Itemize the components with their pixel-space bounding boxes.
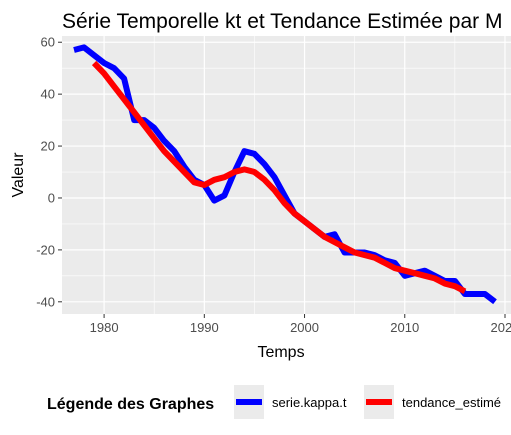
legend-label: tendance_estimé — [402, 395, 501, 410]
x-tick-label: 1980 — [90, 320, 119, 335]
legend-label: serie.kappa.t — [272, 395, 347, 410]
y-tick-label: -20 — [36, 242, 55, 257]
y-axis-title: Valeur — [10, 152, 27, 198]
x-tick-label: 2010 — [390, 320, 419, 335]
y-tick-label: 60 — [41, 35, 55, 50]
series-layer — [73, 44, 497, 305]
plot-panel — [62, 36, 511, 314]
chart-title: Série Temporelle kt et Tendance Estimée … — [62, 10, 502, 33]
grid-minor — [62, 36, 511, 314]
x-tick-label: 2000 — [290, 320, 319, 335]
series-line-tendance-estim- — [91, 60, 467, 295]
x-tick-label: 1990 — [190, 320, 219, 335]
legend-title: Légende des Graphes — [47, 396, 214, 413]
series-line-serie-kappa-t — [73, 44, 497, 305]
axis-ticks — [58, 41, 506, 318]
y-tick-label: 40 — [41, 87, 55, 102]
y-tick-label: -40 — [36, 294, 55, 309]
y-tick-label: 20 — [41, 139, 55, 154]
x-tick-label: 2020 — [491, 320, 511, 335]
y-tick-label: 0 — [48, 190, 55, 205]
legend: Légende des Graphes serie.kappa.t tendanc… — [47, 385, 501, 419]
x-axis-title: Temps — [257, 344, 304, 361]
tick-labels: 1980 1990 2000 2010 2020 -40 -20 0 20 40 60 — [36, 35, 511, 335]
